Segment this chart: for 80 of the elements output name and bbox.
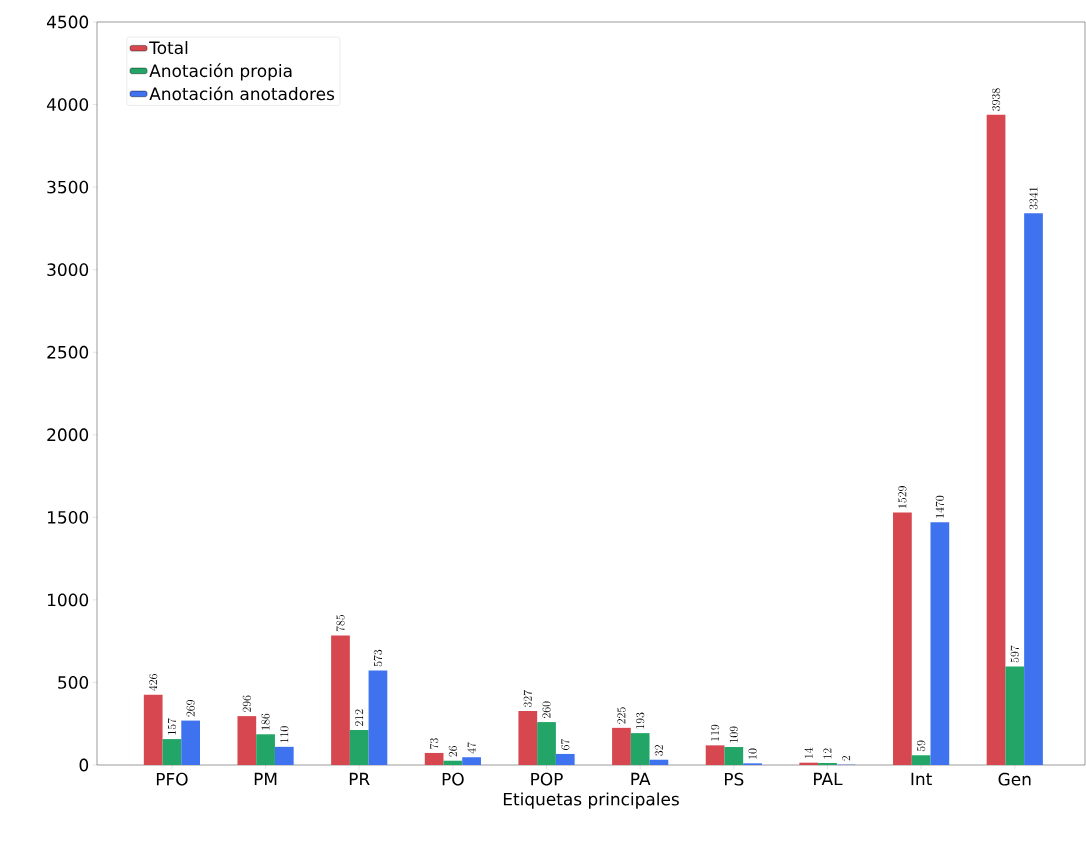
bar [424, 752, 444, 765]
x-tick-label: PA [631, 772, 651, 786]
data-label: 47 [467, 742, 476, 754]
bar [724, 747, 744, 765]
data-label: 260 [542, 701, 551, 718]
data-label: 426 [148, 674, 158, 691]
y-tick-label: 3000 [47, 263, 89, 277]
y-tick-label: 500 [58, 676, 89, 689]
data-label: 573 [373, 649, 383, 667]
bar [349, 730, 369, 765]
legend-label: Anotación propia [149, 63, 292, 81]
data-label: 109 [729, 726, 738, 743]
y-tick-label: 1000 [47, 593, 89, 607]
y-tick-label: 0 [79, 758, 89, 772]
x-tick-label: PO [442, 772, 464, 786]
data-label: 785 [336, 614, 345, 632]
bar [462, 757, 481, 765]
data-label: 110 [280, 726, 289, 743]
data-label: 3341 [1029, 187, 1038, 210]
x-tick-label: PM [254, 772, 277, 786]
bar [274, 746, 294, 765]
data-label: 119 [710, 724, 720, 741]
data-label: 1470 [935, 495, 944, 518]
x-tick-label: Gen [998, 772, 1031, 786]
data-label: 10 [748, 748, 757, 759]
data-label: 3938 [991, 88, 1001, 111]
data-label: 186 [261, 713, 270, 730]
data-label: 157 [167, 718, 177, 735]
legend-label: Anotación anotadores [149, 86, 335, 101]
bar [537, 722, 556, 765]
bar [612, 727, 631, 765]
data-label: 212 [355, 709, 364, 726]
bar [143, 694, 163, 765]
bar [555, 753, 575, 765]
x-tick-label: PR [349, 772, 370, 786]
data-label: 67 [561, 738, 570, 750]
bar [649, 759, 669, 765]
bar [705, 745, 725, 765]
bar [162, 739, 182, 765]
data-label: 59 [917, 740, 926, 752]
data-label: 26 [448, 745, 457, 757]
bar [1005, 666, 1025, 765]
data-label: 597 [1010, 645, 1019, 663]
y-tick-label: 1500 [47, 510, 89, 524]
x-tick-label: PFO [156, 772, 188, 786]
legend-label: Total [149, 41, 188, 55]
data-label: 1529 [898, 486, 907, 508]
x-axis-title: Etiquetas principales [503, 792, 679, 809]
y-tick-label: 4500 [46, 15, 89, 29]
data-label: 2 [842, 755, 851, 761]
data-label: 14 [804, 747, 813, 759]
bar [368, 670, 388, 765]
x-tick-label: POP [531, 772, 563, 786]
data-label: 12 [823, 748, 832, 759]
data-label: 73 [429, 738, 439, 749]
y-tick-label: 3500 [47, 180, 89, 194]
bar [518, 711, 538, 765]
bar [443, 760, 463, 765]
data-label: 327 [523, 690, 532, 707]
data-label: 32 [654, 745, 663, 756]
bar [237, 716, 257, 765]
data-label: 269 [186, 700, 195, 717]
bar [331, 635, 350, 765]
data-label: 193 [636, 712, 645, 729]
y-tick-label: 2500 [47, 345, 89, 359]
data-label: 225 [617, 707, 626, 724]
bar [893, 512, 912, 765]
y-tick-label: 2000 [47, 428, 89, 442]
bar [1024, 213, 1043, 765]
bar [181, 720, 201, 765]
bar [930, 522, 950, 765]
x-tick-label: PS [725, 772, 744, 786]
x-tick-label: PAL [814, 772, 843, 786]
x-tick-label: Int [911, 772, 932, 786]
bar [986, 114, 1006, 765]
bar [630, 733, 650, 765]
y-tick-label: 4000 [46, 98, 89, 111]
bar [911, 755, 931, 765]
bar [256, 734, 275, 765]
data-label: 296 [242, 695, 251, 713]
